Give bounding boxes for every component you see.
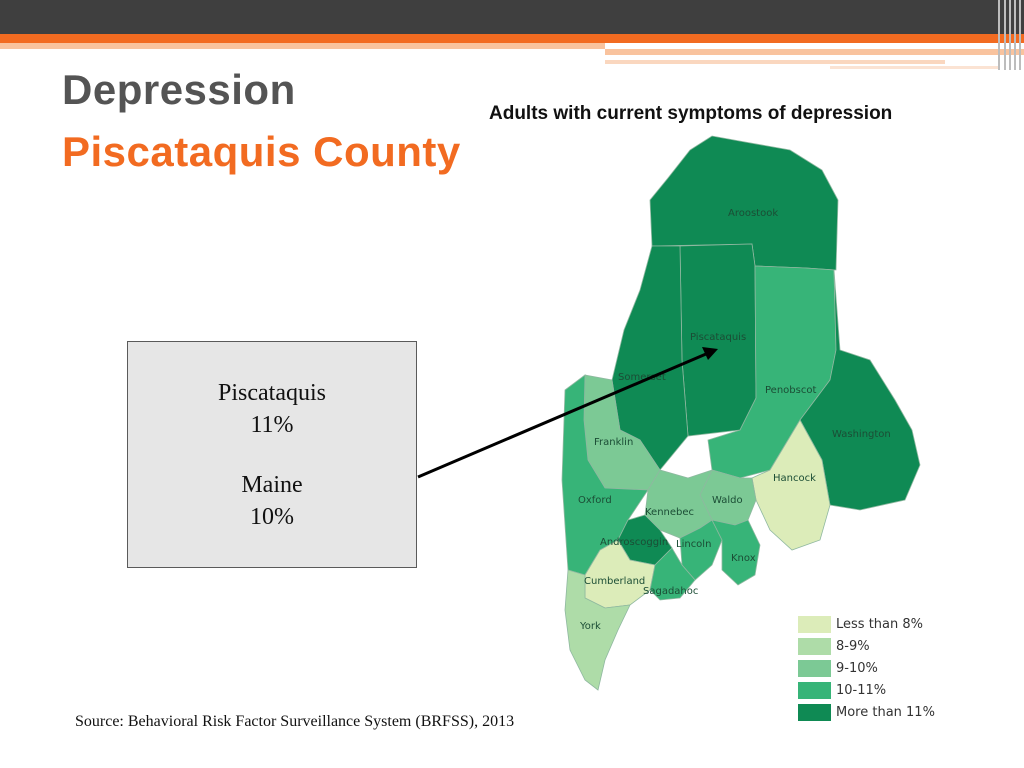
label-washington: Washington <box>832 429 891 440</box>
label-knox: Knox <box>731 553 756 564</box>
label-york: York <box>579 621 601 632</box>
label-penobscot: Penobscot <box>765 385 816 396</box>
legend-label: 8-9% <box>836 639 870 654</box>
slide-title: Depression <box>62 66 296 113</box>
decorative-lines <box>996 0 1024 70</box>
label-sagadahoc: Sagadahoc <box>643 586 698 597</box>
legend-swatch <box>798 660 831 677</box>
label-somerset: Somerset <box>618 372 666 383</box>
label-kennebec: Kennebec <box>645 507 694 518</box>
county-york <box>564 569 631 691</box>
source-citation: Source: Behavioral Risk Factor Surveilla… <box>75 713 515 730</box>
callout-arrow-line <box>417 352 707 479</box>
callout-state-value: 10% <box>250 504 294 530</box>
accent-stripe-light <box>605 49 1024 55</box>
legend-item: 8-9% <box>798 638 978 658</box>
slide-subtitle: Piscataquis County <box>62 128 461 175</box>
callout-state-name: Maine <box>241 472 303 498</box>
top-bar <box>0 0 1024 34</box>
accent-stripe <box>0 34 1024 43</box>
legend-item: Less than 8% <box>798 616 978 636</box>
legend-label: Less than 8% <box>836 617 923 632</box>
label-cumberland: Cumberland <box>584 576 645 587</box>
label-aroostook: Aroostook <box>728 208 778 219</box>
legend-item: 10-11% <box>798 682 978 702</box>
accent-stripe-light <box>0 43 605 49</box>
callout-arrowhead <box>702 347 718 360</box>
label-androscoggin: Androscoggin <box>600 537 668 548</box>
label-lincoln: Lincoln <box>676 539 711 550</box>
legend-item: 9-10% <box>798 660 978 680</box>
label-waldo: Waldo <box>712 495 743 506</box>
label-franklin: Franklin <box>594 437 633 448</box>
legend-item: More than 11% <box>798 704 978 724</box>
callout-county-value: 11% <box>250 412 294 438</box>
label-piscataquis: Piscataquis <box>690 332 746 343</box>
map-title: Adults with current symptoms of depressi… <box>489 103 893 124</box>
legend-label: 10-11% <box>836 683 887 698</box>
legend-swatch <box>798 704 831 721</box>
accent-stripe-light <box>605 60 945 64</box>
accent-stripe-light <box>830 66 1000 69</box>
callout-county-name: Piscataquis <box>218 380 326 406</box>
county-washington <box>799 269 921 511</box>
legend-swatch <box>798 682 831 699</box>
county-hancock <box>751 419 831 551</box>
callout-box: Piscataquis 11% Maine 10% <box>127 341 417 568</box>
label-oxford: Oxford <box>578 495 612 506</box>
legend-label: 9-10% <box>836 661 878 676</box>
county-knox <box>711 519 761 586</box>
legend-swatch <box>798 638 831 655</box>
legend-swatch <box>798 616 831 633</box>
county-sagadahoc <box>649 547 696 601</box>
legend-label: More than 11% <box>836 705 935 720</box>
label-hancock: Hancock <box>773 473 816 484</box>
